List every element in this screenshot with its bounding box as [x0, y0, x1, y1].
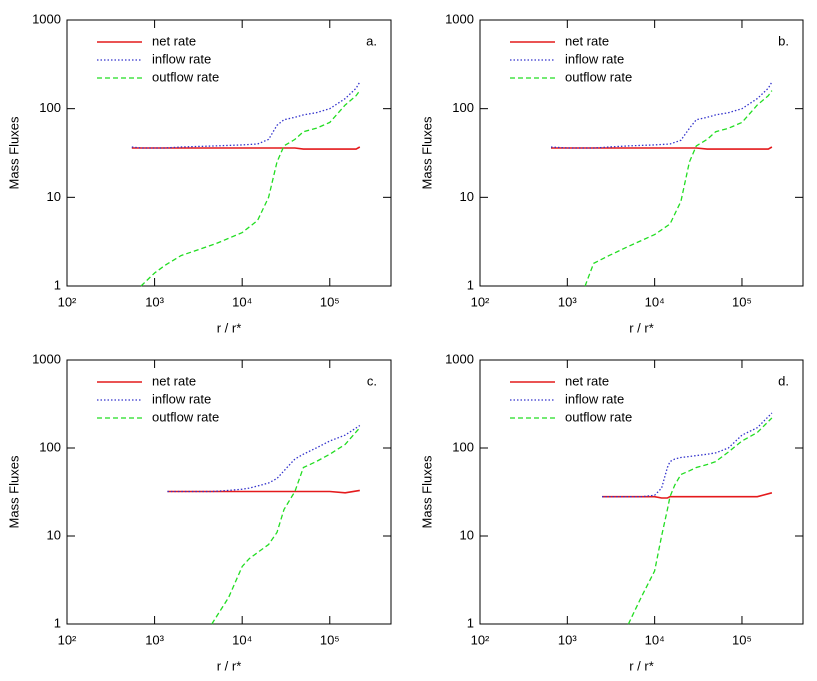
x-tick-label: 10⁵: [732, 632, 752, 647]
series-line: [602, 492, 773, 499]
series-line: [551, 146, 773, 150]
x-tick-label: 10²: [58, 632, 77, 647]
x-tick-label: 10⁴: [645, 294, 665, 309]
series-line: [550, 81, 773, 149]
legend-label: inflow rate: [152, 391, 211, 406]
series-line: [584, 90, 773, 287]
panel-label: c.: [367, 373, 377, 388]
legend-label: outflow rate: [565, 69, 632, 84]
legend-label: net rate: [565, 373, 609, 388]
panel: 1 10 100 1000 10² 10³ 10⁴ 10⁵ r / r* Mass Fluxes d…: [419, 351, 804, 673]
y-axis-label: Mass Fluxes: [419, 116, 434, 189]
y-tick-label: 10: [460, 189, 474, 204]
y-tick-label: 10: [47, 189, 61, 204]
y-tick-label: 100: [452, 439, 474, 454]
y-tick-label: 1: [467, 277, 474, 292]
legend-label: inflow rate: [565, 51, 624, 66]
series-line: [140, 90, 361, 287]
y-tick-label: 1000: [445, 11, 474, 26]
y-tick-label: 10: [47, 527, 61, 542]
x-tick-label: 10⁴: [232, 294, 252, 309]
x-tick-label: 10⁵: [732, 294, 752, 309]
legend-label: inflow rate: [152, 51, 211, 66]
x-tick-label: 10²: [471, 294, 490, 309]
x-tick-label: 10⁵: [320, 632, 340, 647]
series-line: [211, 427, 361, 625]
y-tick-label: 1000: [32, 11, 61, 26]
plot-frame: [66, 359, 392, 625]
y-tick-label: 1000: [32, 351, 61, 366]
y-tick-label: 100: [39, 439, 61, 454]
legend-label: outflow rate: [152, 69, 219, 84]
legend-label: net rate: [565, 33, 609, 48]
x-tick-label: 10⁴: [232, 632, 252, 647]
x-tick-label: 10⁴: [645, 632, 665, 647]
plot-frame: [66, 19, 392, 287]
panel-label: b.: [778, 33, 789, 48]
x-axis-label: r / r*: [629, 320, 654, 335]
legend-label: outflow rate: [565, 409, 632, 424]
plot-frame: [479, 359, 804, 625]
panel: 1 10 100 1000 10² 10³ 10⁴ 10⁵ r / r* Mass Fluxes c…: [6, 351, 392, 673]
panel: 1 10 100 1000 10² 10³ 10⁴ 10⁵ r / r* Mass Fluxes b…: [419, 11, 804, 335]
legend-label: outflow rate: [152, 409, 219, 424]
y-tick-label: 10: [460, 527, 474, 542]
y-tick-label: 100: [39, 100, 61, 115]
x-tick-label: 10²: [58, 294, 77, 309]
x-axis-label: r / r*: [217, 320, 242, 335]
legend-label: net rate: [152, 33, 196, 48]
x-tick-label: 10⁵: [320, 294, 340, 309]
series-line: [602, 412, 773, 498]
series-line: [627, 417, 773, 625]
y-tick-label: 1: [467, 615, 474, 630]
x-tick-label: 10³: [558, 294, 577, 309]
y-axis-label: Mass Fluxes: [6, 455, 21, 528]
x-axis-label: r / r*: [629, 658, 654, 673]
legend-label: net rate: [152, 373, 196, 388]
x-tick-label: 10³: [145, 294, 164, 309]
series-line: [167, 424, 361, 493]
y-tick-label: 100: [452, 100, 474, 115]
panel-label: d.: [778, 373, 789, 388]
plot-frame: [479, 19, 804, 287]
legend-label: inflow rate: [565, 391, 624, 406]
panel: 1 10 100 1000 10² 10³ 10⁴ 10⁵ r / r* Mass Fluxes a…: [6, 11, 392, 335]
y-tick-label: 1000: [445, 351, 474, 366]
x-tick-label: 10³: [558, 632, 577, 647]
x-tick-label: 10³: [145, 632, 164, 647]
y-axis-label: Mass Fluxes: [6, 116, 21, 189]
series-line: [131, 81, 361, 149]
series-line: [131, 146, 361, 150]
y-tick-label: 1: [54, 277, 61, 292]
y-axis-label: Mass Fluxes: [419, 455, 434, 528]
x-axis-label: r / r*: [217, 658, 242, 673]
x-tick-label: 10²: [471, 632, 490, 647]
y-tick-label: 1: [54, 615, 61, 630]
panel-label: a.: [366, 33, 377, 48]
